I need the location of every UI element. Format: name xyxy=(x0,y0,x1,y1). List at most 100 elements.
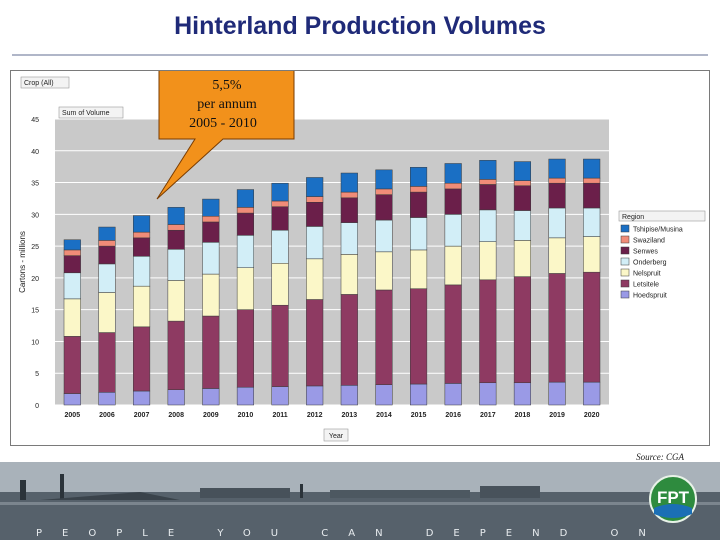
slide-title: Hinterland Production Volumes xyxy=(174,12,546,40)
legend-title: Region xyxy=(622,214,644,221)
bar-segment xyxy=(167,207,185,225)
bar-segment xyxy=(98,292,116,333)
bar-segment xyxy=(306,202,324,227)
chart-frame: 0 5 10 15 20 25 30 35 40 45 Cartons - millions Crop… xyxy=(10,70,710,446)
bar-segment xyxy=(306,385,324,406)
bar-segment xyxy=(63,298,81,337)
bar-segment xyxy=(133,390,151,406)
callout-rate: 5,5% xyxy=(212,78,242,93)
bar-segment xyxy=(444,245,462,286)
bar-segment xyxy=(202,242,220,275)
crop-filter-label: Crop (All) xyxy=(24,80,54,87)
bar-segment xyxy=(98,226,116,241)
bar-segment xyxy=(375,169,393,190)
y-tick-label: 5 xyxy=(35,371,39,378)
bar-segment xyxy=(306,177,324,197)
bar-segment xyxy=(340,191,358,199)
bar-segment xyxy=(340,197,358,223)
bar-segment xyxy=(236,212,254,236)
value-field-box xyxy=(58,106,124,119)
bar-segment xyxy=(375,384,393,406)
footer-tagline: PEOPLE YOU CAN DEPEND ON xyxy=(36,528,666,539)
bar-segment xyxy=(513,240,531,277)
x-tick-label: 2017 xyxy=(480,412,496,419)
logo-text: FPT xyxy=(656,488,690,507)
bar-segment xyxy=(548,158,566,179)
bar-segment xyxy=(340,172,358,193)
bar-segment xyxy=(271,229,289,264)
bar-segment xyxy=(479,241,497,281)
bar-segment xyxy=(548,273,566,383)
x-tick-label: 2020 xyxy=(584,412,600,419)
bar-segment xyxy=(202,215,220,223)
bar-segment xyxy=(98,240,116,247)
bar-segment xyxy=(236,309,254,388)
y-tick-label: 30 xyxy=(31,212,39,219)
x-tick-label: 2018 xyxy=(515,412,531,419)
bar-segment xyxy=(548,182,566,209)
bar-segment xyxy=(271,206,289,231)
y-tick-label: 35 xyxy=(31,181,39,188)
bar-segment xyxy=(271,263,289,306)
bar-segment xyxy=(548,177,566,184)
stacked-bar-chart: 0 5 10 15 20 25 30 35 40 45 Cartons - millions Crop… xyxy=(18,71,706,442)
bar-segment xyxy=(479,160,497,180)
y-tick-label: 10 xyxy=(31,339,39,346)
bar-segment xyxy=(236,189,254,208)
bar-segment xyxy=(133,237,151,257)
bar-segment xyxy=(340,222,358,255)
bar-segment xyxy=(167,249,185,281)
bar-segment xyxy=(375,194,393,221)
x-tick-label: 2011 xyxy=(272,412,287,419)
bar-segment xyxy=(167,229,185,250)
bar-segment xyxy=(271,386,289,406)
bar-segment xyxy=(410,191,428,218)
callout-years: 2005 - 2010 xyxy=(189,116,257,131)
bar-segment xyxy=(548,207,566,239)
y-tick-label: 15 xyxy=(31,308,39,315)
legend-swatch xyxy=(620,268,630,277)
bar-segment xyxy=(479,209,497,242)
legend-title-box xyxy=(618,210,706,222)
bar-segment xyxy=(306,196,324,203)
bar-segment xyxy=(583,236,601,273)
bar-segment xyxy=(98,332,116,393)
bar-segment xyxy=(410,217,428,251)
bar-segment xyxy=(236,235,254,268)
bar-segment xyxy=(583,381,601,406)
bar-segment xyxy=(236,386,254,406)
bar-segment xyxy=(583,271,601,383)
legend-swatch xyxy=(620,290,630,299)
bar-segment xyxy=(133,256,151,287)
company-logo: FPT xyxy=(648,474,698,524)
bar-segment xyxy=(133,215,151,233)
bar-segment xyxy=(271,304,289,387)
source-note: Source: CGA xyxy=(636,452,684,462)
x-tick-label: 2007 xyxy=(134,412,150,419)
bar-segment xyxy=(583,182,601,209)
legend-swatch xyxy=(620,279,630,288)
bar-segment xyxy=(167,280,185,322)
bar-segment xyxy=(444,383,462,406)
legend-label: Letsitele xyxy=(633,282,659,289)
bar-segment xyxy=(479,184,497,211)
bar-segment xyxy=(410,383,428,406)
x-tick-label: 2014 xyxy=(376,412,392,419)
y-axis-title: Cartons - millions xyxy=(18,231,27,293)
bar-segment xyxy=(271,200,289,207)
bar-segment xyxy=(410,288,428,385)
legend-label: Swaziland xyxy=(633,238,665,245)
value-field-label: Sum of Volume xyxy=(62,110,110,117)
y-tick-label: 0 xyxy=(35,403,39,410)
bar-segment xyxy=(202,221,220,243)
bar-segment xyxy=(583,158,601,179)
legend-label: Tshipise/Musina xyxy=(633,227,683,234)
bar-segment xyxy=(410,186,428,193)
crop-filter-box xyxy=(20,76,70,89)
bar-segment xyxy=(306,226,324,260)
bar-segment xyxy=(63,239,81,251)
bar-segment xyxy=(63,272,81,300)
bar-segment xyxy=(548,381,566,406)
bar-segment xyxy=(444,182,462,190)
bar-segment xyxy=(513,185,531,211)
